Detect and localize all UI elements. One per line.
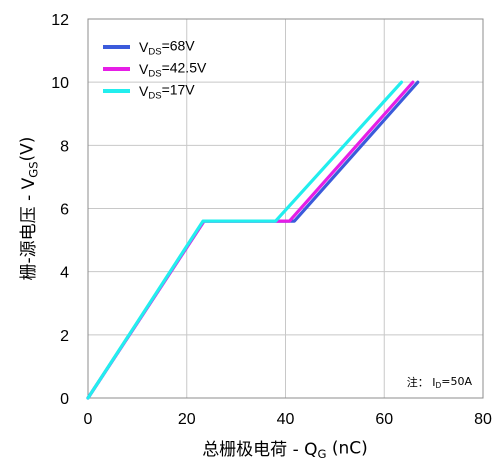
y-tick-label-3: 6 bbox=[60, 202, 69, 219]
series-line-2 bbox=[86, 80, 404, 400]
x-tick-label-0: 0 bbox=[84, 411, 93, 428]
y-axis-label-prefix: 栅-源电压 - V bbox=[19, 177, 39, 280]
x-axis-label-subscript: G bbox=[318, 447, 327, 461]
y-tick-label-2: 4 bbox=[60, 265, 69, 282]
series-line-1 bbox=[86, 80, 415, 400]
legend-label-2-prefix: V bbox=[139, 83, 149, 99]
legend-label-0-suffix: =68V bbox=[162, 38, 196, 54]
tick-labels: 0 20 40 60 80 0 2 4 6 8 10 12 bbox=[51, 12, 492, 428]
x-tick-label-2: 40 bbox=[277, 411, 295, 428]
legend-label-1-prefix: V bbox=[139, 61, 149, 77]
y-tick-label-1: 2 bbox=[60, 328, 69, 345]
x-tick-label-1: 20 bbox=[178, 411, 196, 428]
legend-label-1-suffix: =42.5V bbox=[162, 60, 207, 76]
y-tick-label-5: 10 bbox=[51, 75, 69, 92]
plot-frame bbox=[87, 18, 484, 399]
series-line-0 bbox=[86, 80, 420, 400]
x-axis-label-suffix: (nC) bbox=[326, 438, 367, 458]
y-axis-label-suffix: (V) bbox=[17, 137, 37, 162]
legend-label-0-subscript: DS bbox=[148, 47, 161, 58]
legend-label-2-subscript: DS bbox=[148, 91, 161, 102]
x-tick-label-3: 60 bbox=[375, 411, 393, 428]
y-tick-label-6: 12 bbox=[51, 12, 69, 29]
legend-label-0: VDS=68V bbox=[139, 38, 195, 58]
note-annotation-prefix: 注： I bbox=[407, 375, 436, 389]
legend-label-1-subscript: DS bbox=[148, 69, 161, 80]
legend-label-2-suffix: =17V bbox=[162, 82, 196, 98]
y-axis-label: 栅-源电压 - VGS(V) bbox=[17, 137, 40, 281]
legend-label-1: VDS=42.5V bbox=[139, 60, 207, 80]
y-tick-label-4: 8 bbox=[60, 138, 69, 155]
data-series bbox=[86, 80, 420, 400]
x-axis-label: 总栅极电荷 - QG (nC) bbox=[202, 438, 368, 461]
axis-labels: 总栅极电荷 - QG (nC) 栅-源电压 - VGS(V) 注： ID=50A bbox=[17, 137, 472, 462]
note-annotation-suffix: =50A bbox=[441, 375, 472, 388]
note-annotation-subscript: D bbox=[435, 381, 441, 390]
x-axis-label-prefix: 总栅极电荷 - Q bbox=[202, 440, 317, 460]
y-axis-label-subscript: GS bbox=[26, 161, 40, 177]
y-tick-label-0: 0 bbox=[60, 391, 69, 408]
note-annotation: 注： ID=50A bbox=[407, 375, 473, 390]
x-tick-label-4: 80 bbox=[474, 411, 492, 428]
legend-label-2: VDS=17V bbox=[139, 82, 195, 102]
legend-label-0-prefix: V bbox=[139, 39, 149, 55]
